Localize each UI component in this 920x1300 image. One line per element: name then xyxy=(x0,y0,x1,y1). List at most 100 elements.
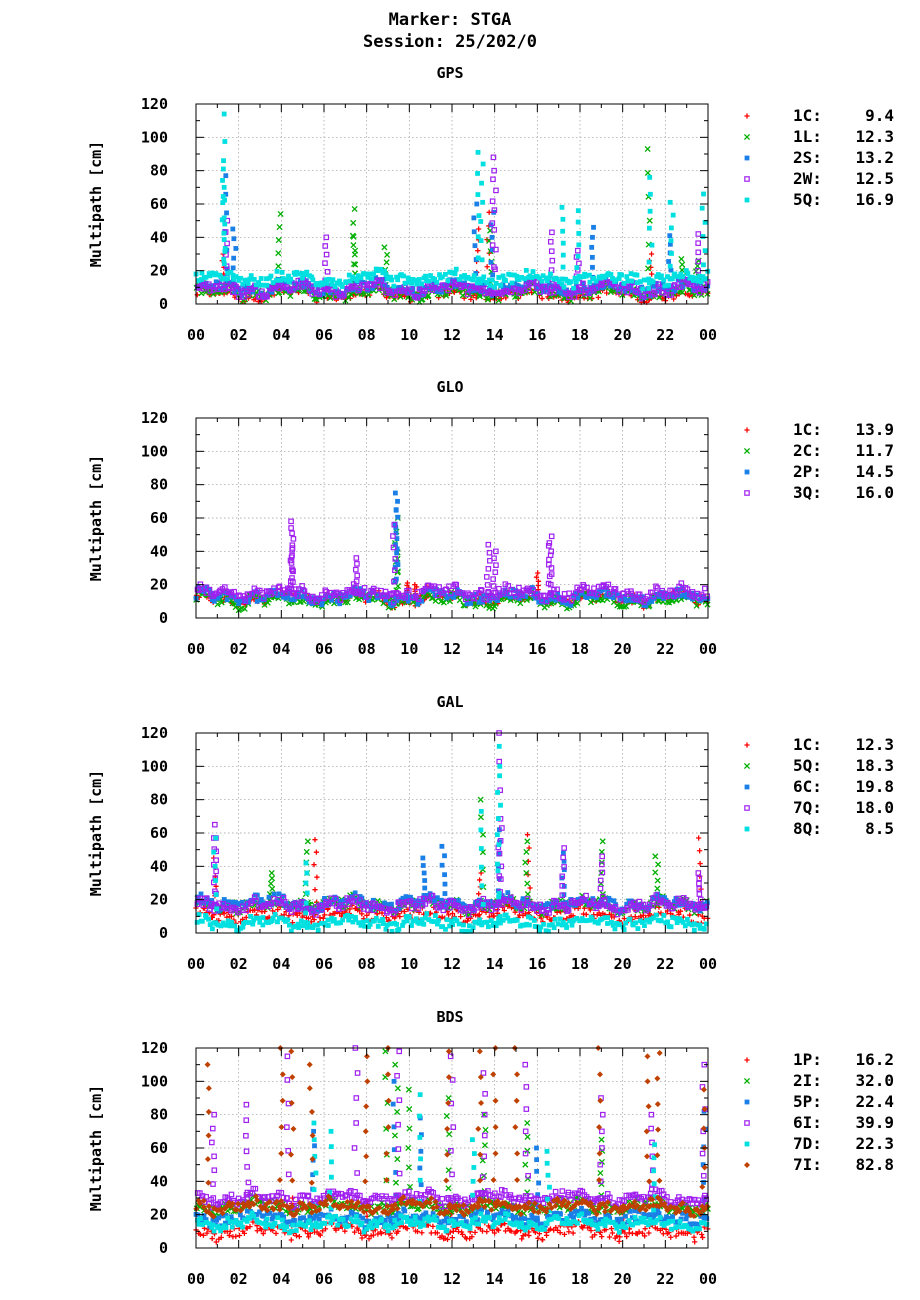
y-tick-label: 40 xyxy=(150,857,168,875)
data-point xyxy=(303,848,310,855)
data-point xyxy=(599,853,606,860)
data-point xyxy=(325,923,331,928)
data-point xyxy=(679,261,686,268)
data-point xyxy=(370,285,376,291)
data-point xyxy=(371,282,377,288)
data-point xyxy=(402,280,408,286)
legend-label: 5Q: xyxy=(793,190,822,209)
data-point xyxy=(560,216,566,222)
data-point xyxy=(275,906,281,913)
data-point xyxy=(354,561,360,567)
legend-label: 8Q: xyxy=(793,819,822,838)
data-point xyxy=(361,281,367,288)
data-point xyxy=(678,280,684,286)
data-point xyxy=(288,276,294,282)
data-point xyxy=(695,258,701,265)
data-point xyxy=(305,920,311,926)
x-tick-label: 04 xyxy=(272,326,290,344)
data-point xyxy=(701,262,706,268)
data-point xyxy=(316,291,322,298)
data-point xyxy=(471,215,477,221)
data-point xyxy=(397,293,404,300)
data-point xyxy=(426,278,432,284)
data-point xyxy=(430,1223,436,1229)
series-3q xyxy=(194,518,711,606)
data-point xyxy=(444,917,450,923)
data-point xyxy=(258,282,263,288)
data-point xyxy=(645,292,651,299)
data-point xyxy=(535,578,542,584)
data-point xyxy=(406,279,412,285)
data-point xyxy=(480,276,485,282)
data-point xyxy=(689,274,695,280)
data-point xyxy=(223,191,229,197)
data-point xyxy=(224,240,230,247)
data-point xyxy=(394,550,400,556)
data-point xyxy=(628,283,634,289)
data-point xyxy=(231,282,238,288)
data-point xyxy=(662,283,668,289)
data-point xyxy=(523,848,530,855)
data-point xyxy=(271,891,277,897)
data-point xyxy=(393,507,399,513)
data-point xyxy=(673,1233,679,1239)
data-point xyxy=(351,283,357,290)
x-tick-label: 02 xyxy=(230,640,248,658)
data-point xyxy=(547,238,554,245)
data-point xyxy=(471,288,477,294)
data-point xyxy=(213,1239,219,1245)
data-point xyxy=(253,282,259,288)
data-point xyxy=(392,292,398,298)
data-point xyxy=(269,289,275,295)
data-point xyxy=(351,205,358,213)
data-point xyxy=(434,289,440,295)
data-point xyxy=(388,274,394,280)
data-point xyxy=(199,270,205,276)
data-point xyxy=(649,242,655,248)
data-point xyxy=(384,251,391,258)
data-point xyxy=(350,219,357,226)
legend-value: 12.3 xyxy=(855,735,894,754)
data-point xyxy=(493,246,499,253)
data-point xyxy=(524,838,531,845)
data-point xyxy=(346,272,352,278)
data-point xyxy=(522,276,528,281)
data-point xyxy=(560,252,566,258)
data-point xyxy=(702,286,708,292)
x-tick-label: 06 xyxy=(315,955,333,973)
data-point xyxy=(642,288,648,294)
data-point xyxy=(213,857,219,864)
data-point xyxy=(310,277,316,283)
data-point xyxy=(478,238,484,244)
data-point xyxy=(309,274,315,280)
data-point xyxy=(669,251,674,256)
legend-value: 11.7 xyxy=(855,441,894,460)
y-axis-label: Multipath [cm] xyxy=(87,455,105,581)
chart-title-marker: Marker: STGA xyxy=(388,10,512,30)
data-point xyxy=(599,838,606,845)
data-point xyxy=(665,919,670,925)
data-point xyxy=(609,1230,616,1236)
data-point xyxy=(414,295,421,301)
data-point xyxy=(702,219,708,225)
x-tick-label: 08 xyxy=(358,955,376,973)
data-point xyxy=(498,282,504,288)
data-point xyxy=(350,274,355,280)
legend: 1C: 12.35Q: 18.36C: 19.87Q: 18.08Q: 8.5 xyxy=(743,735,894,838)
data-point xyxy=(298,918,304,924)
data-point xyxy=(591,224,596,230)
data-point xyxy=(394,274,399,280)
data-point xyxy=(236,1232,243,1239)
data-point xyxy=(380,282,387,289)
data-point xyxy=(462,273,467,278)
data-point xyxy=(221,237,227,242)
data-point xyxy=(696,286,701,292)
data-point xyxy=(213,271,219,276)
data-point xyxy=(471,273,477,279)
legend-marker xyxy=(744,490,750,496)
data-point xyxy=(380,282,385,288)
data-point xyxy=(442,881,448,887)
data-point xyxy=(537,275,543,281)
legend-label: 2C: xyxy=(793,441,822,460)
data-point xyxy=(405,294,412,301)
